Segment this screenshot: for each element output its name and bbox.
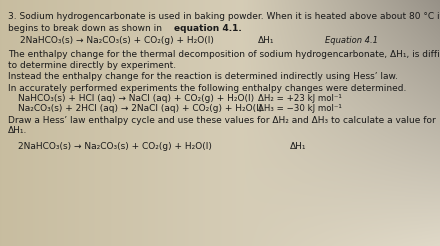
Text: begins to break down as shown in: begins to break down as shown in [8,24,165,33]
Text: Instead the enthalpy change for the reaction is determined indirectly using Hess: Instead the enthalpy change for the reac… [8,72,398,81]
Text: Na₂CO₃(s) + 2HCl (aq) → 2NaCl (aq) + CO₂(g) + H₂O(l): Na₂CO₃(s) + 2HCl (aq) → 2NaCl (aq) + CO₂… [18,104,262,113]
Text: ΔH₃ = −30 kJ mol⁻¹: ΔH₃ = −30 kJ mol⁻¹ [258,104,342,113]
Text: equation 4.1.: equation 4.1. [174,24,242,33]
Text: 2NaHCO₃(s) → Na₂CO₃(s) + CO₂(g) + H₂O(l): 2NaHCO₃(s) → Na₂CO₃(s) + CO₂(g) + H₂O(l) [20,36,214,45]
Text: ΔH₁.: ΔH₁. [8,126,27,135]
Text: ΔH₁: ΔH₁ [290,142,307,151]
Text: NaHCO₃(s) + HCl (aq) → NaCl (aq) + CO₂(g) + H₂O(l): NaHCO₃(s) + HCl (aq) → NaCl (aq) + CO₂(g… [18,94,254,103]
Text: Draw a Hess’ law enthalpy cycle and use these values for ΔH₂ and ΔH₃ to calculat: Draw a Hess’ law enthalpy cycle and use … [8,116,436,125]
Text: 3. Sodium hydrogencarbonate is used in baking powder. When it is heated above ab: 3. Sodium hydrogencarbonate is used in b… [8,12,440,21]
Text: ΔH₁: ΔH₁ [258,36,275,45]
Text: 2NaHCO₃(s) → Na₂CO₃(s) + CO₂(g) + H₂O(l): 2NaHCO₃(s) → Na₂CO₃(s) + CO₂(g) + H₂O(l) [18,142,212,151]
Text: to determine directly by experiment.: to determine directly by experiment. [8,61,176,70]
Text: The enthalpy change for the thermal decomposition of sodium hydrogencarbonate, Δ: The enthalpy change for the thermal deco… [8,50,440,59]
Text: Equation 4.1: Equation 4.1 [325,36,378,45]
Text: ΔH₂ = +23 kJ mol⁻¹: ΔH₂ = +23 kJ mol⁻¹ [258,94,342,103]
Text: In accurately performed experiments the following enthalpy changes were determin: In accurately performed experiments the … [8,84,407,93]
